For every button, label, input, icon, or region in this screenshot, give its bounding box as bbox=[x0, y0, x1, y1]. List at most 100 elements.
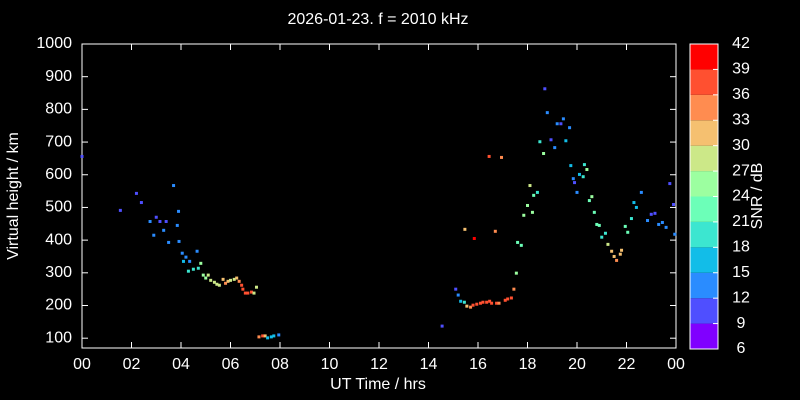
colorbar-segment bbox=[690, 298, 718, 324]
data-point bbox=[269, 335, 273, 339]
data-point bbox=[528, 184, 532, 188]
x-tick-label: 18 bbox=[519, 356, 537, 373]
data-point bbox=[175, 223, 179, 227]
data-point bbox=[606, 242, 610, 246]
colorbar-segment bbox=[690, 44, 718, 70]
data-point bbox=[195, 249, 199, 253]
data-point bbox=[585, 168, 589, 172]
data-point bbox=[561, 117, 565, 121]
data-point bbox=[603, 231, 607, 235]
data-point bbox=[493, 229, 497, 233]
data-point bbox=[535, 190, 539, 194]
data-point bbox=[673, 232, 677, 236]
data-point bbox=[172, 184, 176, 188]
x-tick-label: 04 bbox=[172, 356, 190, 373]
data-point bbox=[475, 302, 479, 306]
y-tick-label: 700 bbox=[45, 133, 72, 150]
data-point bbox=[237, 279, 241, 283]
data-point bbox=[592, 210, 596, 214]
data-point bbox=[646, 219, 650, 223]
data-point bbox=[196, 266, 200, 270]
y-tick-label: 100 bbox=[45, 329, 72, 346]
data-point bbox=[481, 300, 485, 304]
data-point bbox=[514, 271, 518, 275]
data-point bbox=[191, 267, 195, 271]
colorbar-segment bbox=[690, 247, 718, 273]
data-point bbox=[488, 299, 492, 303]
data-point bbox=[471, 303, 475, 307]
data-point bbox=[519, 243, 523, 247]
x-tick-label: 00 bbox=[73, 356, 91, 373]
data-point bbox=[472, 236, 476, 240]
x-tick-label: 02 bbox=[123, 356, 141, 373]
data-point bbox=[620, 248, 624, 252]
data-point bbox=[581, 175, 585, 179]
data-point bbox=[587, 199, 591, 203]
data-point bbox=[139, 201, 143, 205]
data-point bbox=[221, 277, 225, 281]
colorbar-segment bbox=[690, 69, 718, 95]
data-point bbox=[462, 300, 466, 304]
data-point bbox=[571, 177, 575, 181]
data-point bbox=[503, 298, 507, 302]
x-tick-label: 20 bbox=[568, 356, 586, 373]
data-point bbox=[254, 285, 258, 289]
data-point bbox=[478, 301, 482, 305]
data-point bbox=[538, 140, 542, 144]
colorbar-segment bbox=[690, 120, 718, 146]
data-point bbox=[246, 291, 250, 295]
colorbar-tick-label: 9 bbox=[737, 315, 746, 332]
data-point bbox=[516, 240, 520, 244]
data-point bbox=[664, 225, 668, 229]
x-tick-label: 00 bbox=[667, 356, 685, 373]
data-point bbox=[509, 296, 513, 300]
data-point bbox=[530, 210, 534, 214]
x-tick-label: 22 bbox=[618, 356, 636, 373]
y-tick-label: 800 bbox=[45, 101, 72, 118]
data-point bbox=[272, 334, 276, 338]
data-point bbox=[465, 304, 469, 308]
colorbar-segment bbox=[690, 171, 718, 197]
data-point bbox=[629, 217, 633, 221]
data-point bbox=[490, 301, 494, 305]
x-tick-label: 08 bbox=[271, 356, 289, 373]
colorbar-segment bbox=[690, 94, 718, 121]
colorbar-tick-label: 33 bbox=[732, 111, 750, 128]
x-tick-label: 06 bbox=[222, 356, 240, 373]
data-point bbox=[634, 205, 638, 209]
data-point bbox=[657, 222, 661, 226]
data-point bbox=[590, 195, 594, 199]
data-point bbox=[257, 335, 261, 339]
colorbar-segment bbox=[690, 196, 718, 222]
data-point bbox=[553, 146, 557, 150]
data-point bbox=[204, 276, 208, 280]
x-tick-label: 12 bbox=[370, 356, 388, 373]
x-tick-label: 14 bbox=[420, 356, 438, 373]
data-point bbox=[201, 273, 205, 277]
data-point bbox=[263, 334, 267, 338]
data-point bbox=[568, 126, 572, 130]
data-point bbox=[226, 279, 230, 283]
data-point bbox=[134, 191, 138, 195]
data-point bbox=[459, 299, 463, 303]
colorbar-tick-label: 36 bbox=[732, 86, 750, 103]
colorbar-tick-label: 24 bbox=[732, 188, 750, 205]
data-point bbox=[206, 273, 210, 277]
data-point bbox=[618, 252, 622, 256]
data-point bbox=[549, 138, 553, 142]
data-point bbox=[522, 213, 526, 217]
data-point bbox=[180, 251, 184, 255]
y-tick-label: 900 bbox=[45, 68, 72, 85]
data-point bbox=[597, 223, 601, 227]
colorbar-label: SNR / dB bbox=[749, 163, 766, 230]
data-point bbox=[162, 228, 166, 232]
data-point bbox=[463, 227, 467, 231]
data-point bbox=[582, 163, 586, 167]
data-point bbox=[506, 297, 510, 301]
y-tick-label: 400 bbox=[45, 231, 72, 248]
data-point bbox=[277, 333, 281, 337]
colorbar-tick-label: 12 bbox=[732, 289, 750, 306]
data-point bbox=[497, 301, 501, 305]
